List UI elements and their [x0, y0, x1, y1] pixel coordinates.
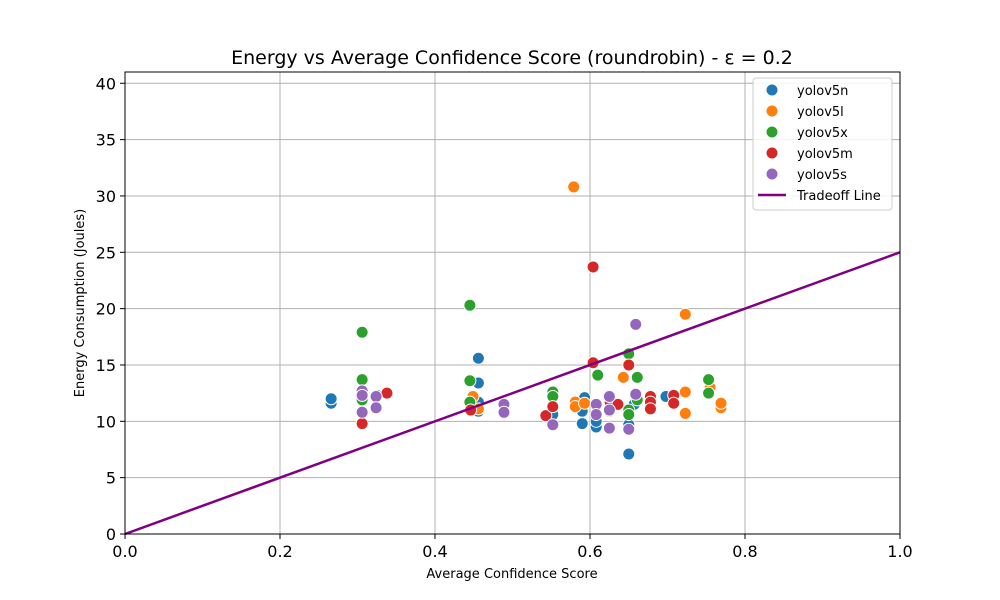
legend-label-yolov5s: yolov5s	[797, 168, 847, 183]
point-yolov5m	[355, 417, 369, 431]
chart-title: Energy vs Average Confidence Score (roun…	[231, 47, 793, 69]
legend-label-tradeoff-line: Tradeoff Line	[796, 189, 881, 204]
legend-marker-yolov5m	[765, 146, 779, 160]
legend-label-yolov5m: yolov5m	[797, 147, 853, 162]
point-yolov5m	[539, 409, 553, 423]
point-yolov5x	[463, 374, 477, 388]
point-yolov5x	[622, 408, 636, 422]
point-yolov5m	[643, 402, 657, 416]
point-yolov5s	[629, 387, 643, 401]
y-tick-label: 0	[106, 525, 116, 544]
point-yolov5n	[324, 392, 338, 406]
data-points	[324, 180, 728, 461]
point-yolov5l	[714, 396, 728, 410]
point-yolov5s	[369, 401, 383, 415]
point-yolov5x	[702, 373, 716, 387]
point-yolov5m	[622, 358, 636, 372]
legend-label-yolov5l: yolov5l	[797, 105, 844, 120]
x-tick-label: 0.0	[112, 542, 137, 561]
legend-marker-yolov5x	[765, 125, 779, 139]
y-tick-label: 25	[96, 243, 116, 262]
point-yolov5s	[589, 408, 603, 422]
point-yolov5m	[546, 400, 560, 414]
point-yolov5s	[546, 418, 560, 432]
x-tick-label: 0.6	[577, 542, 602, 561]
point-yolov5s	[622, 422, 636, 436]
y-tick-label: 35	[96, 131, 116, 150]
point-yolov5n	[575, 417, 589, 431]
point-yolov5l	[678, 385, 692, 399]
legend-marker-yolov5l	[765, 104, 779, 118]
point-yolov5l	[578, 396, 592, 410]
x-axis-label: Average Confidence Score	[426, 567, 597, 582]
legend-box	[752, 77, 893, 211]
point-yolov5s	[497, 405, 511, 419]
point-yolov5m	[586, 260, 600, 274]
y-tick-label: 40	[96, 74, 116, 93]
x-tick-label: 0.2	[267, 542, 292, 561]
grid	[124, 72, 901, 535]
point-yolov5s	[602, 403, 616, 417]
y-tick-label: 15	[96, 356, 116, 375]
point-yolov5l	[678, 406, 692, 420]
point-yolov5n	[622, 447, 636, 461]
y-tick-label: 20	[96, 300, 116, 319]
legend-label-yolov5x: yolov5x	[797, 126, 848, 141]
point-yolov5s	[629, 317, 643, 331]
point-yolov5n	[471, 351, 485, 365]
point-yolov5x	[355, 373, 369, 387]
point-yolov5l	[678, 307, 692, 321]
y-axis-label: Energy Consumption (Joules)	[73, 209, 88, 397]
point-yolov5x	[630, 370, 644, 384]
point-yolov5x	[463, 298, 477, 312]
x-tick-label: 1.0	[887, 542, 912, 561]
x-tick-label: 0.8	[732, 542, 757, 561]
y-tick-label: 5	[106, 469, 116, 488]
x-tick-label: 0.4	[422, 542, 447, 561]
point-yolov5l	[616, 370, 630, 384]
legend-marker-yolov5s	[765, 167, 779, 181]
point-yolov5l	[567, 180, 581, 194]
y-tick-label: 30	[96, 187, 116, 206]
point-yolov5m	[380, 386, 394, 400]
axis-ticks: 0.0 0.2 0.4 0.6 0.8 1.0 0 5 10 15 20 25 30 35 40	[96, 74, 913, 561]
point-yolov5m	[667, 396, 681, 410]
point-yolov5s	[602, 421, 616, 435]
point-yolov5s	[355, 405, 369, 419]
tradeoff-line-layer	[124, 251, 901, 536]
point-yolov5s	[355, 388, 369, 402]
point-yolov5x	[591, 368, 605, 382]
point-yolov5s	[369, 390, 383, 404]
tradeoff-line	[124, 251, 901, 536]
plot-frame	[124, 71, 901, 535]
legend-marker-yolov5n	[765, 83, 779, 97]
point-yolov5x	[355, 325, 369, 339]
point-yolov5x	[702, 386, 716, 400]
y-tick-label: 10	[96, 412, 116, 431]
point-yolov5s	[602, 390, 616, 404]
legend-label-yolov5n: yolov5n	[797, 84, 848, 99]
legend: yolov5n yolov5l yolov5x yolov5m yolov5s Trade…	[752, 77, 893, 211]
